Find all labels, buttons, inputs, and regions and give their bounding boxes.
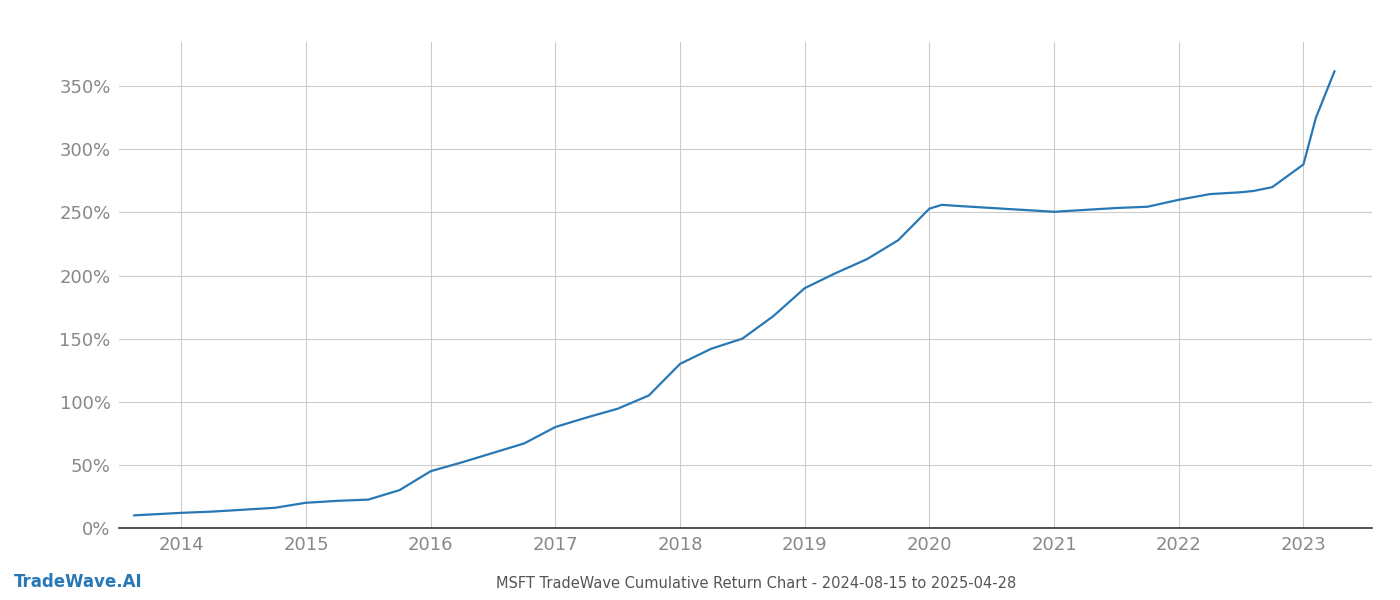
Text: MSFT TradeWave Cumulative Return Chart - 2024-08-15 to 2025-04-28: MSFT TradeWave Cumulative Return Chart -… (496, 576, 1016, 591)
Text: TradeWave.AI: TradeWave.AI (14, 573, 143, 591)
